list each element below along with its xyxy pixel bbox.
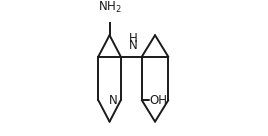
Text: NH$_2$: NH$_2$ xyxy=(98,0,121,15)
Text: N: N xyxy=(129,39,138,52)
Text: N: N xyxy=(109,94,118,106)
Text: H: H xyxy=(129,33,138,45)
Text: OH: OH xyxy=(150,94,168,106)
